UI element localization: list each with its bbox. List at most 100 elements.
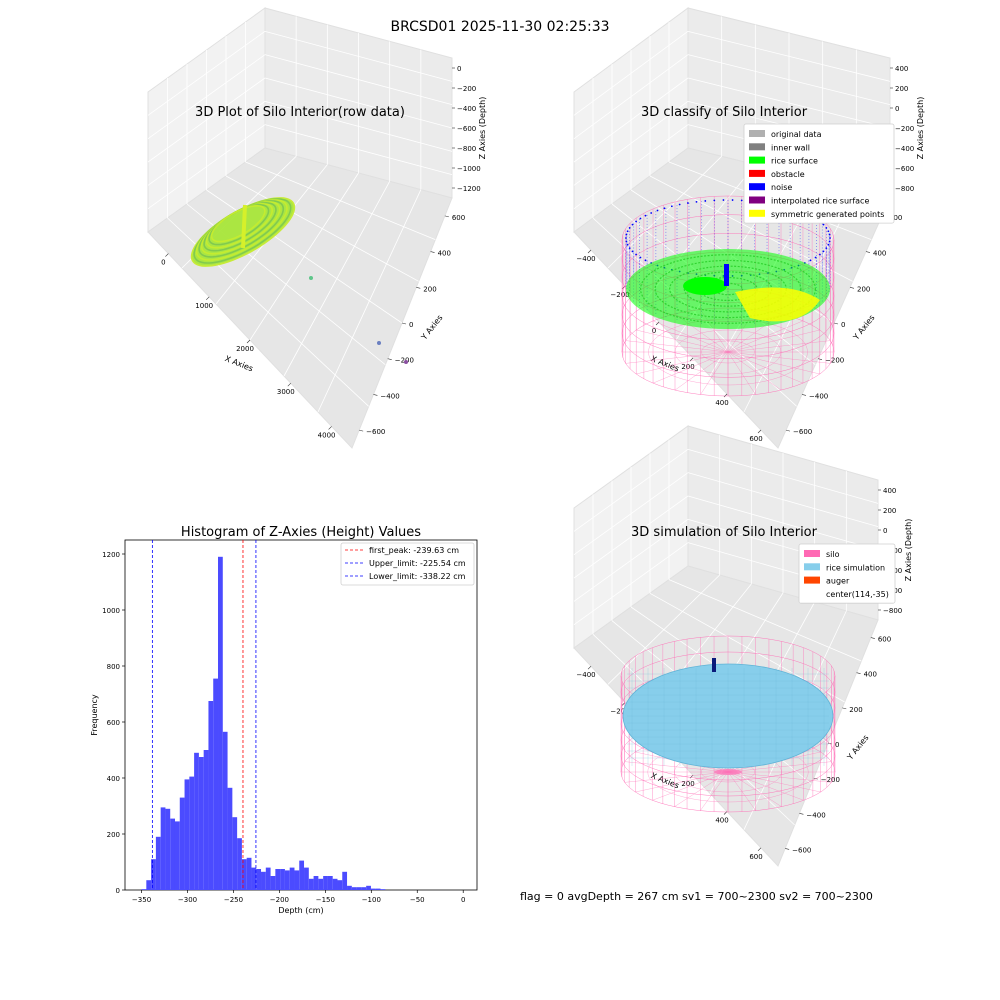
x-tick-label: 3000: [277, 388, 295, 396]
y-tick: [801, 394, 807, 396]
y-tick-label: 1200: [102, 551, 120, 559]
depth-histogram: −350 −300 −250 −200 −150 −100 −50 0 0 200 400 600 80…: [90, 525, 478, 915]
histogram-bar: [265, 867, 271, 890]
x-tick-label: 2000: [236, 345, 254, 353]
z-tick-label: −400: [457, 105, 476, 113]
x-tick: [587, 665, 592, 670]
y-tick: [833, 322, 839, 325]
x-tick-label: 400: [715, 399, 728, 407]
noise-point: [631, 250, 634, 253]
histogram-bar: [218, 556, 223, 890]
auger-marker: [712, 658, 716, 672]
histogram-bar: [289, 867, 295, 890]
y-tick-label: 0: [835, 741, 839, 749]
histogram-bar: [375, 888, 381, 890]
noise-point: [635, 253, 638, 256]
noise-point: [704, 200, 707, 202]
legend-swatch: [749, 183, 765, 191]
x-tick: [587, 249, 592, 254]
histogram-bar: [256, 869, 262, 890]
x-axis-label: X Axies: [650, 354, 681, 373]
histogram-bar: [146, 880, 152, 890]
x-tick-label: 600: [749, 435, 762, 443]
z-axis-label: Z Axies (Depth): [904, 519, 913, 582]
z-tick-label: −200: [895, 125, 914, 133]
histogram-bar: [246, 857, 252, 890]
status-footer: flag = 0 avgDepth = 267 cm sv1 = 700~230…: [520, 890, 873, 903]
y-tick: [856, 672, 861, 675]
histogram-bar: [194, 752, 199, 890]
legend-label: Lower_limit: -338.22 cm: [369, 572, 466, 581]
noise-point: [822, 223, 825, 226]
legend-swatch: [804, 576, 820, 584]
legend-label: rice simulation: [826, 563, 885, 572]
legend-label: inner wall: [771, 143, 810, 152]
noise-point: [687, 202, 689, 204]
legend-label: interpolated rice surface: [771, 197, 869, 206]
y-tick: [416, 286, 421, 289]
z-tick-label: 200: [895, 85, 908, 93]
z-tick-label: 0: [457, 65, 461, 73]
noise-point: [656, 209, 659, 212]
legend-box: [798, 543, 896, 604]
y-tick-label: 0: [409, 321, 413, 329]
x-tick-label: −300: [178, 896, 197, 904]
x-tick-label: 200: [681, 780, 694, 788]
x-tick-label: 4000: [318, 431, 336, 439]
histogram-bar: [337, 880, 343, 890]
y-tick-label: 800: [107, 663, 120, 671]
x-axis-label: X Axies: [224, 354, 255, 373]
x-tick-label: 0: [461, 896, 465, 904]
y-tick: [359, 429, 364, 432]
legend-box: [340, 542, 475, 586]
silo-floor-ring: [674, 329, 782, 375]
histogram-bar: [203, 750, 209, 890]
noise-point: [822, 250, 825, 253]
noise-point: [722, 199, 725, 201]
x-tick-label: −400: [576, 671, 595, 679]
noise-point: [631, 223, 634, 226]
rice-surface-dense: [683, 277, 727, 295]
histogram-bar: [361, 887, 367, 890]
x-tick-label: 1000: [195, 302, 213, 310]
noise-point: [650, 212, 653, 214]
histogram-bar: [351, 887, 357, 890]
figure-title: BRCSD01 2025-11-30 02:25:33: [390, 19, 609, 35]
noise-point: [626, 243, 629, 246]
x-tick: [689, 357, 694, 362]
y-tick-label: 200: [849, 706, 862, 714]
y-tick-label: 200: [423, 285, 436, 293]
x-tick: [246, 339, 251, 344]
x-tick-label: −100: [362, 896, 381, 904]
histogram-bar: [304, 867, 309, 890]
legend-swatch: [749, 209, 765, 217]
x-tick-label: −200: [610, 291, 629, 299]
noise-point: [670, 205, 673, 208]
y-axis-label: Y Axies: [851, 313, 877, 342]
noise-point: [678, 203, 681, 206]
histogram-bar: [160, 807, 166, 890]
z-tick-label: −800: [895, 185, 914, 193]
x-tick-label: −400: [576, 255, 595, 263]
histogram-bar: [151, 859, 156, 890]
histogram-bar: [261, 871, 266, 890]
z-tick-label: −600: [895, 165, 914, 173]
noise-point: [635, 220, 638, 223]
noise-point: [731, 199, 734, 201]
histogram-bar: [270, 876, 276, 890]
simulation-3d-plot: −400 −200 0 200 400 600 600 400 200 0 −200 −400 −600…: [573, 425, 913, 867]
symmetric-points: [735, 287, 820, 322]
histogram-bar: [380, 889, 386, 890]
y-tick-label: −400: [809, 392, 828, 400]
noise-point: [828, 233, 831, 236]
histogram-bar: [342, 871, 348, 890]
histogram-bar: [222, 731, 228, 890]
y-tick: [799, 812, 804, 815]
y-tick-label: −200: [825, 357, 844, 365]
noise-point: [695, 200, 698, 203]
histogram-bar: [332, 878, 338, 890]
x-tick-label: −200: [270, 896, 289, 904]
z-tick-label: 0: [895, 105, 899, 113]
legend-label: rice surface: [771, 157, 818, 166]
